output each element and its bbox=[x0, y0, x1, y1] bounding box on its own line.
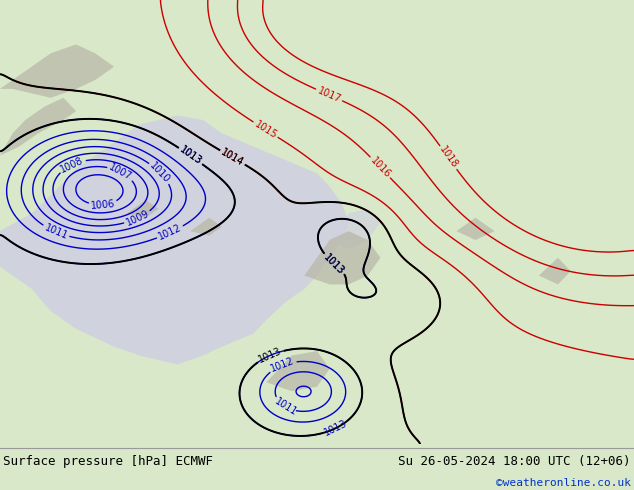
Polygon shape bbox=[456, 218, 495, 240]
Polygon shape bbox=[330, 209, 380, 249]
Polygon shape bbox=[539, 258, 571, 284]
Text: 1007: 1007 bbox=[108, 162, 134, 182]
Polygon shape bbox=[0, 116, 349, 365]
Polygon shape bbox=[0, 45, 114, 98]
Text: 1009: 1009 bbox=[124, 208, 151, 228]
Text: 1013: 1013 bbox=[322, 252, 346, 276]
Polygon shape bbox=[266, 351, 330, 391]
Text: 1013: 1013 bbox=[322, 252, 346, 276]
Text: 1014: 1014 bbox=[219, 147, 245, 168]
Text: 1013: 1013 bbox=[178, 145, 204, 167]
Text: 1013: 1013 bbox=[257, 346, 283, 365]
Polygon shape bbox=[0, 98, 76, 155]
Text: 1006: 1006 bbox=[90, 198, 115, 211]
Polygon shape bbox=[304, 231, 380, 284]
Text: 1008: 1008 bbox=[59, 155, 86, 174]
Text: 1012: 1012 bbox=[157, 223, 183, 242]
Text: 1013: 1013 bbox=[178, 145, 204, 167]
Text: 1013: 1013 bbox=[322, 418, 349, 438]
Text: 1012: 1012 bbox=[269, 356, 296, 374]
Text: 1014: 1014 bbox=[219, 147, 245, 168]
Polygon shape bbox=[190, 218, 222, 236]
Text: 1015: 1015 bbox=[252, 119, 278, 141]
Text: Surface pressure [hPa] ECMWF: Surface pressure [hPa] ECMWF bbox=[3, 455, 213, 468]
Text: 1018: 1018 bbox=[437, 145, 460, 171]
Text: Su 26-05-2024 18:00 UTC (12+06): Su 26-05-2024 18:00 UTC (12+06) bbox=[398, 455, 631, 468]
Text: 1016: 1016 bbox=[368, 155, 392, 180]
Text: 1011: 1011 bbox=[273, 396, 299, 418]
Text: 1017: 1017 bbox=[316, 85, 342, 104]
Text: ©weatheronline.co.uk: ©weatheronline.co.uk bbox=[496, 478, 631, 488]
Polygon shape bbox=[127, 200, 158, 218]
Text: 1011: 1011 bbox=[42, 222, 69, 241]
Text: 1010: 1010 bbox=[148, 161, 172, 185]
